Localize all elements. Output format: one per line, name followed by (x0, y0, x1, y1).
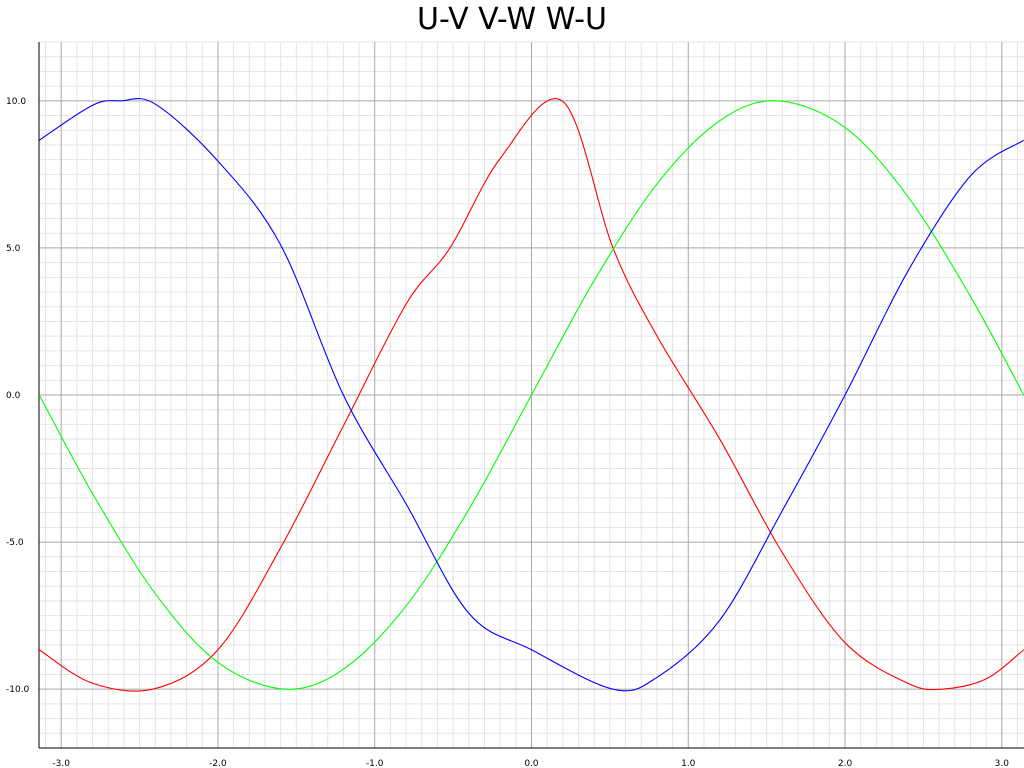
x-tick-label: 1.0 (681, 759, 696, 768)
y-tick-label: 10.0 (6, 97, 26, 107)
x-tick-label: 2.0 (838, 759, 853, 768)
y-tick-label: -5.0 (6, 538, 24, 548)
y-tick-labels: 10.0 5.0 0.0 -5.0 -10.0 (6, 97, 30, 695)
x-tick-labels: -3.0 -2.0 -1.0 0.0 1.0 2.0 3.0 (52, 759, 1009, 768)
x-tick-label: -3.0 (52, 759, 70, 768)
series-line-1 (38, 98, 1024, 692)
x-tick-label: 3.0 (995, 759, 1010, 768)
x-tick-label: -2.0 (209, 759, 227, 768)
x-tick-label: 0.0 (524, 759, 539, 768)
axes (38, 42, 1024, 749)
y-tick-label: 0.0 (6, 391, 21, 401)
series-line-2 (38, 100, 1024, 690)
y-tick-label: -10.0 (6, 685, 30, 695)
x-tick-label: -1.0 (366, 759, 384, 768)
series-layer (38, 98, 1024, 692)
series-line-3 (38, 98, 1024, 692)
chart-title: U-V V-W W-U (417, 2, 607, 37)
y-tick-label: 5.0 (6, 244, 21, 254)
